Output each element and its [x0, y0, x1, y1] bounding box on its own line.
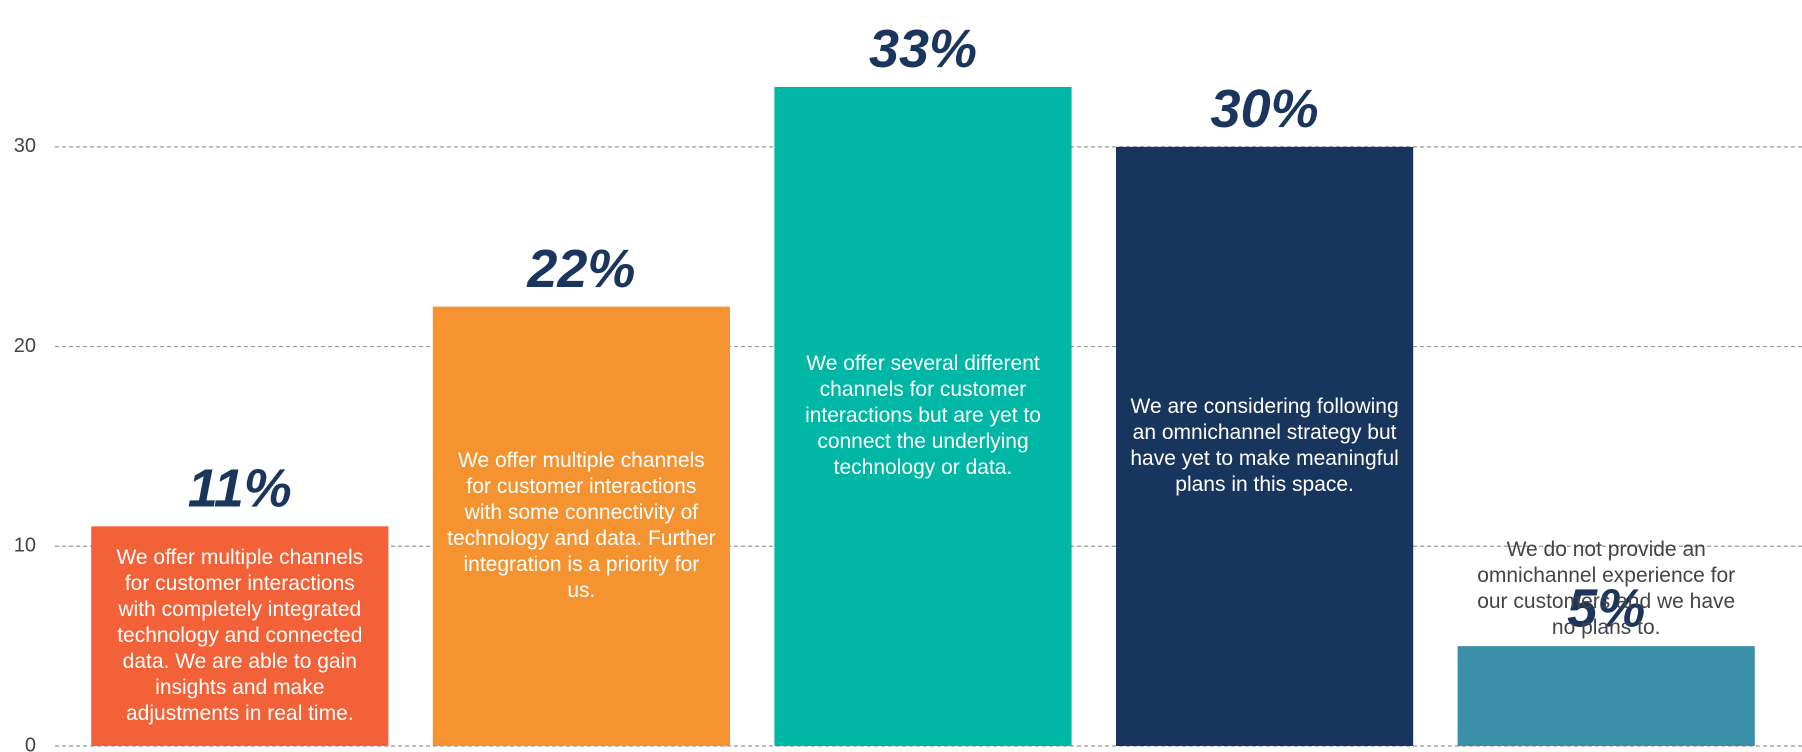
y-tick-label: 30 [14, 135, 36, 157]
category-label-box: We offer multiple channels for customer … [116, 546, 364, 726]
value-label: 33% [869, 19, 977, 79]
bar [774, 86, 1072, 746]
category-label: We offer several different channels for … [805, 352, 1041, 480]
bar [1457, 646, 1755, 746]
category-label: We offer multiple channels for customer … [447, 449, 716, 603]
bar [1116, 146, 1414, 746]
y-tick-label: 0 [25, 734, 36, 752]
bar [91, 526, 389, 746]
bar [432, 306, 730, 746]
category-label-box: We offer several different channels for … [805, 352, 1041, 480]
category-label-box: We are considering following an omnichan… [1130, 395, 1399, 497]
y-tick-label: 10 [14, 535, 36, 557]
category-label: We offer multiple channels for customer … [116, 546, 364, 726]
value-label: 22% [526, 239, 635, 299]
value-label: 5% [1567, 578, 1645, 638]
value-label: 30% [1211, 79, 1319, 139]
value-label: 11% [188, 459, 292, 519]
category-label-box: We do not provide an omnichannel experie… [1477, 538, 1736, 640]
category-label: We are considering following an omnichan… [1130, 395, 1399, 497]
y-tick-label: 20 [14, 335, 36, 357]
category-label-box: We offer multiple channels for customer … [447, 449, 716, 603]
category-label: We do not provide an omnichannel experie… [1477, 538, 1736, 640]
